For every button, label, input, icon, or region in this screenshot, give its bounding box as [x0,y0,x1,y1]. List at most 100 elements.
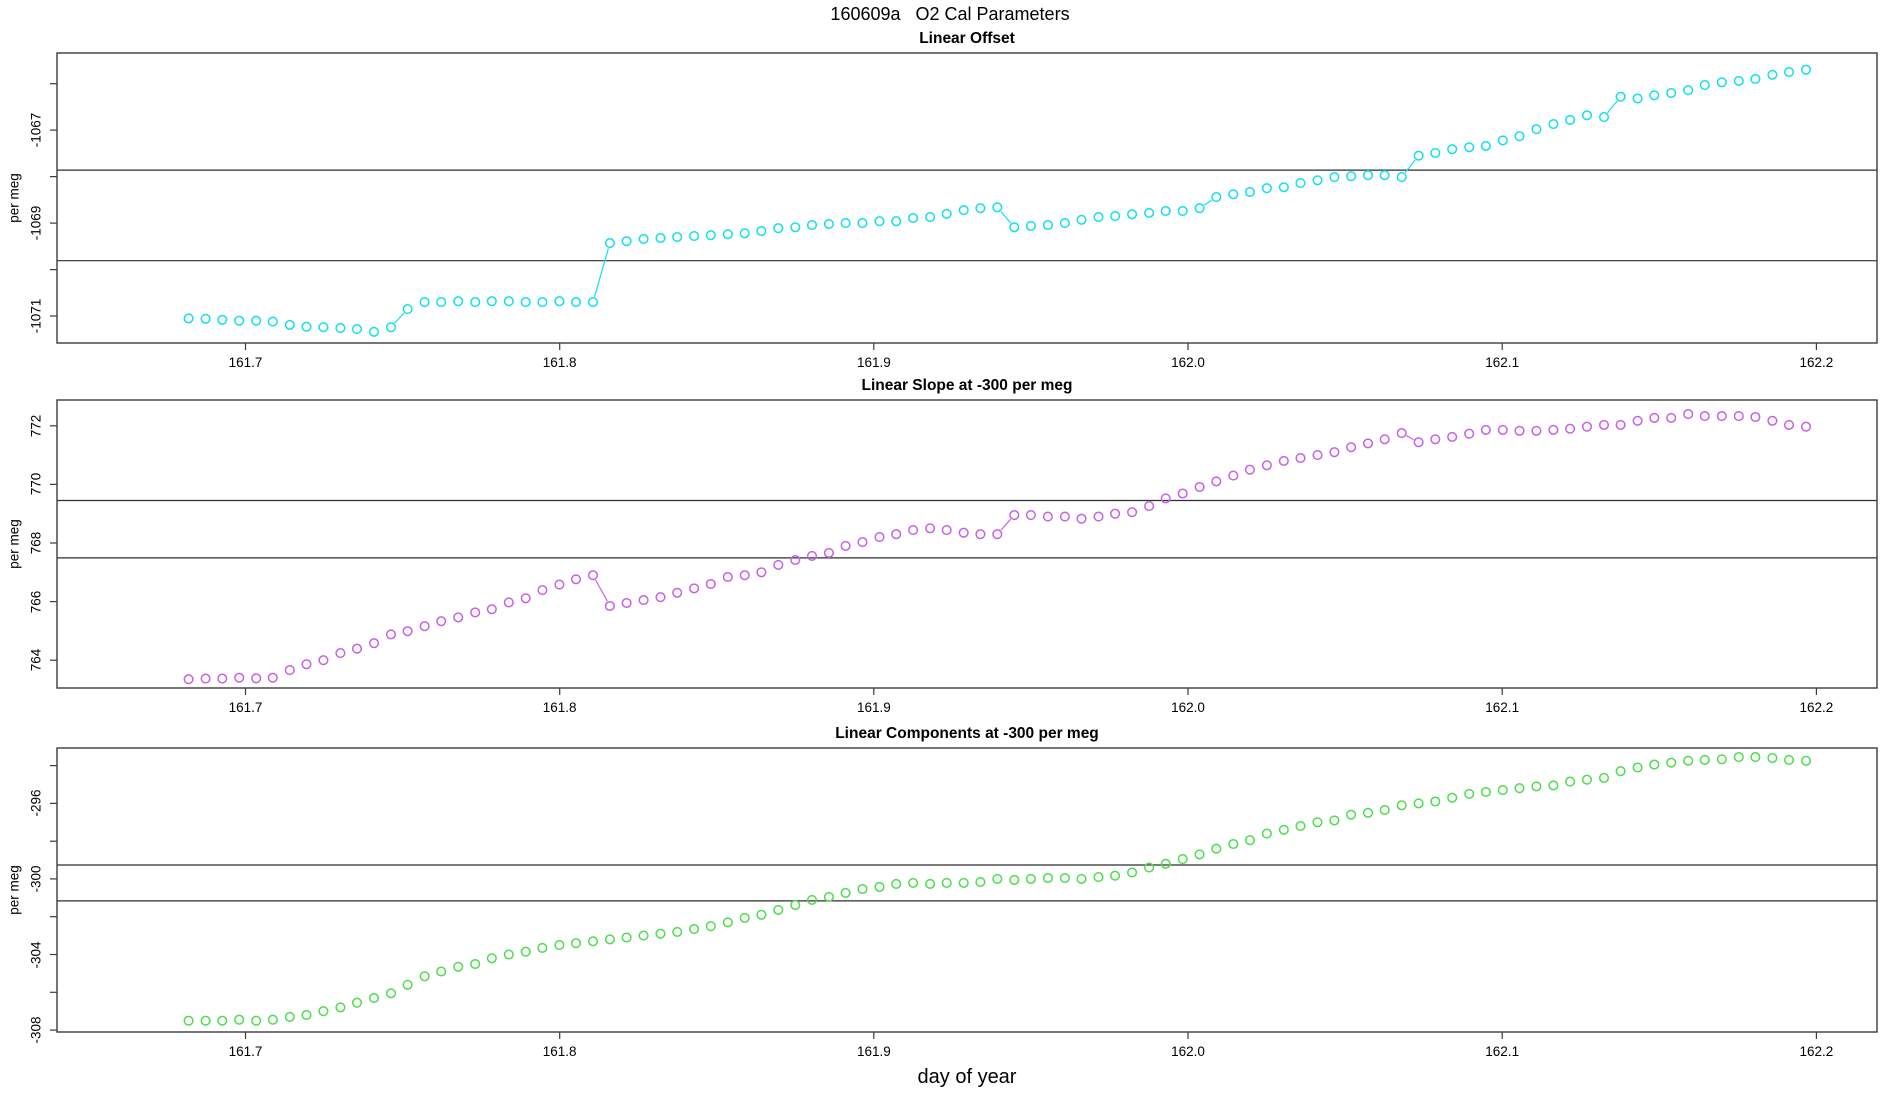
data-point [941,208,952,219]
data-point [368,638,380,649]
x-tick-label: 162.1 [1485,355,1520,370]
x-tick-label: 162.2 [1799,700,1834,715]
data-point [1329,172,1340,183]
data-point [1362,170,1374,181]
data-point [251,315,262,326]
data-point [891,216,902,227]
data-point [874,532,885,543]
data-point [604,238,615,249]
y-tick-label: -1071 [28,298,44,334]
data-point [689,923,700,935]
data-point [318,1006,329,1017]
y-tick-label: 766 [28,590,44,613]
panel3-title: Linear Components at -300 per meg [835,725,1099,742]
data-point [1194,203,1205,214]
data-point [1076,873,1087,884]
data-point [689,583,700,594]
data-point [1683,755,1694,766]
data-point [1598,772,1610,783]
data-point [335,323,346,334]
jump-segment [1406,435,1415,441]
jump-segment [1203,199,1213,206]
data-point [385,322,397,333]
data-point [1059,218,1070,229]
data-point [1430,147,1441,158]
data-point [402,979,413,990]
panel1-title: Linear Offset [919,30,1015,47]
data-point [891,878,902,889]
data-point [1497,135,1508,146]
data-point [1144,862,1155,873]
data-point [1228,470,1239,481]
data-point [301,1009,312,1021]
y-tick-label: -296 [28,789,44,817]
data-point [1093,511,1104,522]
data-point [1211,843,1222,854]
data-point [1396,800,1407,811]
data-point [1548,119,1559,130]
data-point [453,296,464,307]
data-point [1413,798,1424,809]
data-point [284,319,295,330]
x-axis-label: day of year [917,1066,1017,1088]
data-point [267,672,278,683]
data-point [234,672,245,683]
data-point [722,571,733,583]
data-point [756,909,767,920]
data-point [1800,64,1812,75]
data-point [520,297,531,308]
data-point [1783,754,1795,765]
data-point [1615,766,1626,777]
data-point [1699,754,1710,765]
data-point [1497,785,1508,796]
data-point [1666,412,1677,423]
data-point [672,231,683,243]
data-point [1396,172,1407,183]
data-point [1767,415,1778,426]
data-point [503,949,514,960]
data-point [1514,783,1525,794]
data-point [554,940,565,951]
data-point [1076,214,1087,225]
data-point [908,877,919,888]
x-tick-label: 162.0 [1171,355,1205,370]
data-point [1683,85,1694,96]
data-point [217,1015,228,1026]
data-point [1565,423,1576,434]
data-point [705,578,716,590]
data-point [520,593,531,604]
data-point [284,665,295,676]
data-point [520,946,531,957]
data-point [1177,205,1188,217]
data-point [1632,415,1643,426]
data-point [453,961,464,972]
data-point [1514,425,1525,436]
data-point [1160,858,1171,869]
data-point [1683,409,1694,420]
data-point [857,218,868,229]
data-point [958,877,969,888]
data-point [655,592,666,603]
data-point [419,621,430,632]
data-point [1767,752,1778,764]
data-point [200,1015,211,1026]
data-point [773,904,784,915]
data-point [638,930,649,941]
x-tick-label: 161.7 [228,355,263,370]
data-point [1244,464,1255,475]
data-point [739,570,750,581]
data-point [385,988,397,999]
data-point [1464,788,1475,799]
data-point [739,912,750,923]
data-point [1531,425,1542,436]
data-point [1295,452,1306,464]
data-point [941,877,952,888]
panel3-ylabel: per meg [6,865,22,915]
data-point [604,600,615,612]
data-point [992,873,1003,884]
data-point [604,934,615,945]
data-point [638,233,649,244]
data-point [267,316,278,327]
data-point [570,297,582,308]
x-tick-label: 161.9 [856,700,891,715]
